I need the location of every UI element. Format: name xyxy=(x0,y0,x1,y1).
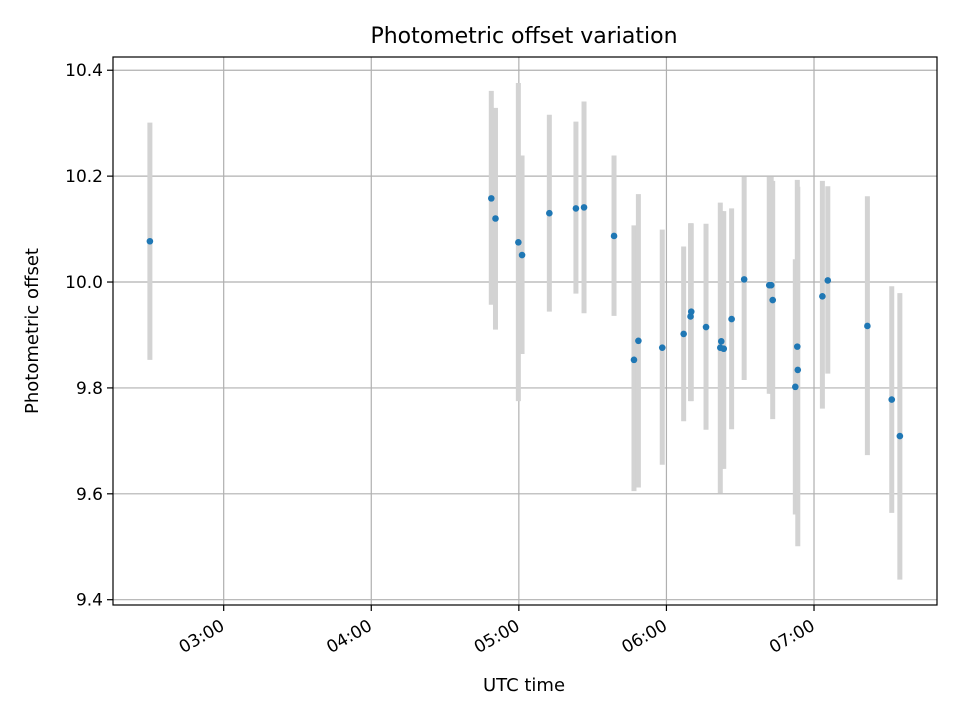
data-point xyxy=(720,345,728,353)
data-point xyxy=(610,232,618,240)
y-axis-label: Photometric offset xyxy=(22,248,43,414)
y-tick-label: 9.6 xyxy=(76,485,103,505)
data-point xyxy=(492,215,499,222)
data-point xyxy=(864,322,871,330)
data-point xyxy=(824,277,832,284)
data-point xyxy=(515,239,522,246)
data-point xyxy=(792,383,799,391)
data-point xyxy=(518,251,526,259)
data-point xyxy=(680,330,687,338)
data-point xyxy=(793,343,801,350)
y-tick-label: 9.4 xyxy=(76,591,103,611)
data-point xyxy=(572,205,580,212)
data-point xyxy=(794,366,802,374)
y-tick-label: 10.4 xyxy=(65,61,103,81)
data-point xyxy=(769,296,776,304)
data-point xyxy=(488,195,495,202)
data-point xyxy=(896,432,904,440)
x-axis-label: UTC time xyxy=(483,675,565,696)
plot-frame xyxy=(112,56,938,606)
data-point xyxy=(146,237,154,245)
data-point xyxy=(740,276,748,283)
chart-title: Photometric offset variation xyxy=(370,24,677,49)
y-tick-label: 10.2 xyxy=(65,167,103,187)
data-point xyxy=(728,315,735,323)
y-axis: 9.4 9.6 9.8 10.0 10.2 10.4 xyxy=(65,61,113,611)
data-points xyxy=(146,195,904,440)
data-point xyxy=(767,281,775,289)
y-tick-label: 9.8 xyxy=(76,379,103,399)
data-point xyxy=(717,338,725,345)
data-point xyxy=(630,356,638,364)
data-point xyxy=(819,293,826,300)
data-point xyxy=(546,209,553,217)
data-point xyxy=(888,396,896,403)
y-tick-label: 10.0 xyxy=(65,273,103,293)
data-point xyxy=(687,308,695,315)
data-point xyxy=(658,344,666,351)
data-point xyxy=(702,323,710,331)
data-point xyxy=(580,204,588,211)
data-point xyxy=(635,337,642,345)
